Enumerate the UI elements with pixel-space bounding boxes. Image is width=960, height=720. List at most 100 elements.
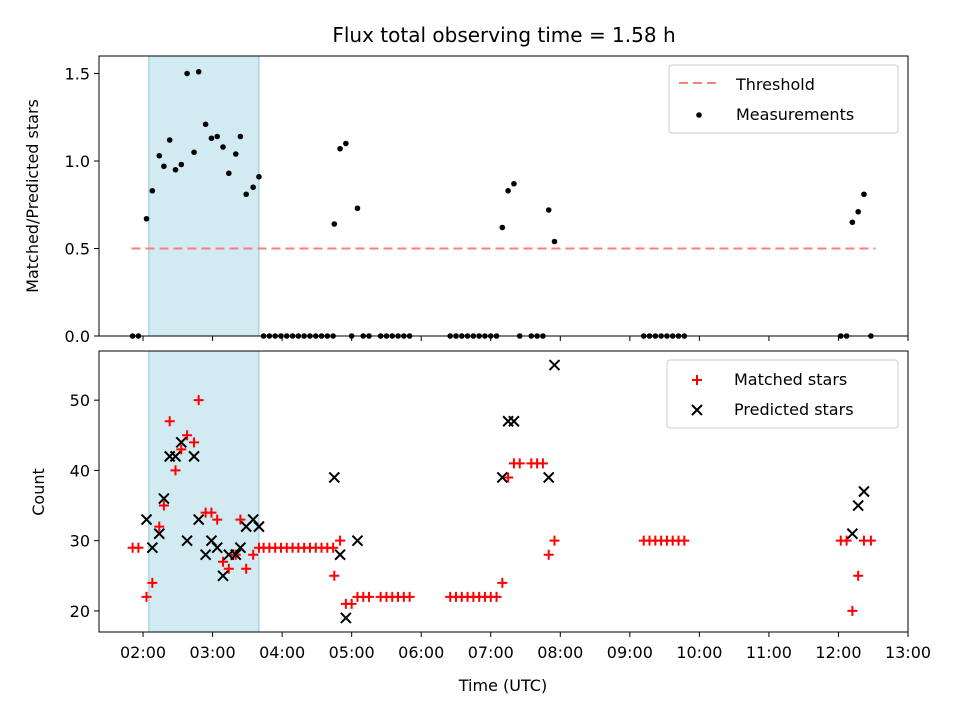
matched-star-marker: [679, 535, 690, 546]
x-tick-label: 06:00: [398, 643, 444, 662]
matched-star-marker: [328, 542, 339, 553]
measurement-point: [551, 238, 558, 245]
predicted-star-marker: [496, 471, 509, 484]
matched-star-marker: [235, 514, 246, 525]
legend-box: [668, 64, 899, 134]
x-axis-label: Time (UTC): [458, 676, 547, 695]
predicted-star-marker: [846, 527, 859, 540]
bottom-panel: 02:00 03:00 04:00 05:00 06:00 07:00 08:00 09:00…: [70, 350, 931, 662]
predicted-star-marker: [508, 415, 520, 427]
matched-star-marker: [141, 591, 152, 602]
bottom-y-axis-label: Count: [29, 468, 48, 516]
axes-frame: [98, 350, 909, 633]
matched-star-marker: [497, 577, 508, 588]
matched-star-marker: [193, 395, 204, 406]
measurement-point: [220, 144, 226, 150]
measurement-point: [855, 208, 861, 215]
legend-measurement-swatch: [696, 112, 702, 118]
matched-star-marker: [212, 514, 223, 525]
measurement-point: [172, 166, 179, 173]
measurement-point: [499, 224, 506, 231]
measurement-point: [191, 149, 197, 156]
legend-label: Threshold: [735, 75, 815, 94]
measurement-point: [243, 191, 249, 198]
matched-star-marker: [503, 472, 514, 483]
observing-window-shade: [148, 350, 260, 633]
legend-label: Predicted stars: [734, 400, 854, 419]
matched-star-marker: [841, 535, 852, 546]
predicted-star-marker: [328, 471, 340, 484]
y-tick-label: 1.5: [65, 65, 90, 84]
matched-star-marker: [206, 507, 217, 518]
predicted-star-marker: [192, 513, 205, 526]
measurement-point: [237, 133, 244, 140]
legend-box: [666, 359, 899, 429]
x-tick-label: 09:00: [607, 643, 653, 662]
matched-star-marker: [241, 563, 252, 574]
matched-star-marker: [182, 430, 193, 441]
measurement-point: [331, 221, 338, 227]
matched-star-marker: [364, 591, 375, 602]
chart-title: Flux total observing time = 1.58 h: [332, 23, 675, 47]
measurement-point: [195, 68, 202, 75]
predicted-star-marker: [230, 549, 242, 561]
predicted-star-marker: [188, 450, 200, 463]
matched-star-marker: [170, 465, 181, 476]
x-tick-label: 03:00: [190, 643, 236, 662]
matched-star-marker: [549, 535, 560, 546]
measurement-point: [849, 219, 856, 226]
predicted-star-marker: [351, 534, 364, 547]
measurement-point: [149, 187, 156, 194]
predicted-star-marker: [858, 485, 870, 498]
y-tick-label: 40: [70, 461, 90, 480]
matched-star-marker: [147, 577, 158, 588]
measurement-point: [337, 145, 343, 152]
matched-star-marker: [491, 591, 502, 602]
legend-matched-swatch: [692, 375, 702, 385]
measurement-point: [505, 187, 511, 194]
observing-window-shade: [148, 55, 260, 337]
measurement-point: [202, 121, 209, 128]
matched-star-marker: [865, 535, 876, 546]
measurement-point: [511, 180, 517, 187]
matched-star-marker: [218, 556, 229, 567]
predicted-star-marker: [234, 541, 247, 554]
predicted-star-marker: [217, 570, 229, 582]
measurement-point: [166, 137, 173, 143]
matched-star-marker: [853, 570, 864, 581]
matched-star-marker: [176, 444, 187, 455]
x-tick-label: 04:00: [259, 643, 305, 662]
matched-star-marker: [158, 500, 169, 511]
predicted-star-marker: [334, 549, 346, 561]
y-tick-label: 50: [70, 391, 90, 410]
matched-star-marker: [537, 458, 548, 469]
measurement-point: [250, 184, 256, 191]
matched-star-marker: [133, 542, 144, 553]
predicted-star-marker: [158, 492, 170, 505]
predicted-star-marker: [852, 499, 864, 512]
measurement-point: [545, 207, 552, 213]
predicted-star-marker: [146, 541, 159, 554]
predicted-star-marker: [253, 520, 265, 533]
matched-star-marker: [329, 570, 340, 581]
predicted-star-marker: [140, 513, 153, 526]
matched-star-marker: [248, 549, 259, 560]
predicted-star-marker: [175, 436, 187, 449]
x-tick-label: 11:00: [746, 643, 792, 662]
predicted-star-marker: [169, 450, 182, 463]
measurement-point: [354, 205, 361, 212]
matched-star-marker: [164, 416, 175, 427]
legend: Threshold Measurements: [668, 64, 899, 134]
x-tick-label: 13:00: [885, 643, 931, 662]
measurement-point: [178, 161, 185, 168]
measurement-point: [184, 70, 190, 77]
legend-label: Measurements: [736, 105, 854, 124]
matched-star-marker: [847, 605, 858, 616]
matched-star-marker: [346, 598, 357, 609]
matched-star-marker: [543, 549, 554, 560]
matched-star-marker: [154, 521, 165, 532]
predicted-star-marker: [199, 549, 212, 561]
legend-predicted-swatch: [691, 404, 703, 416]
matched-star-marker: [514, 458, 525, 469]
